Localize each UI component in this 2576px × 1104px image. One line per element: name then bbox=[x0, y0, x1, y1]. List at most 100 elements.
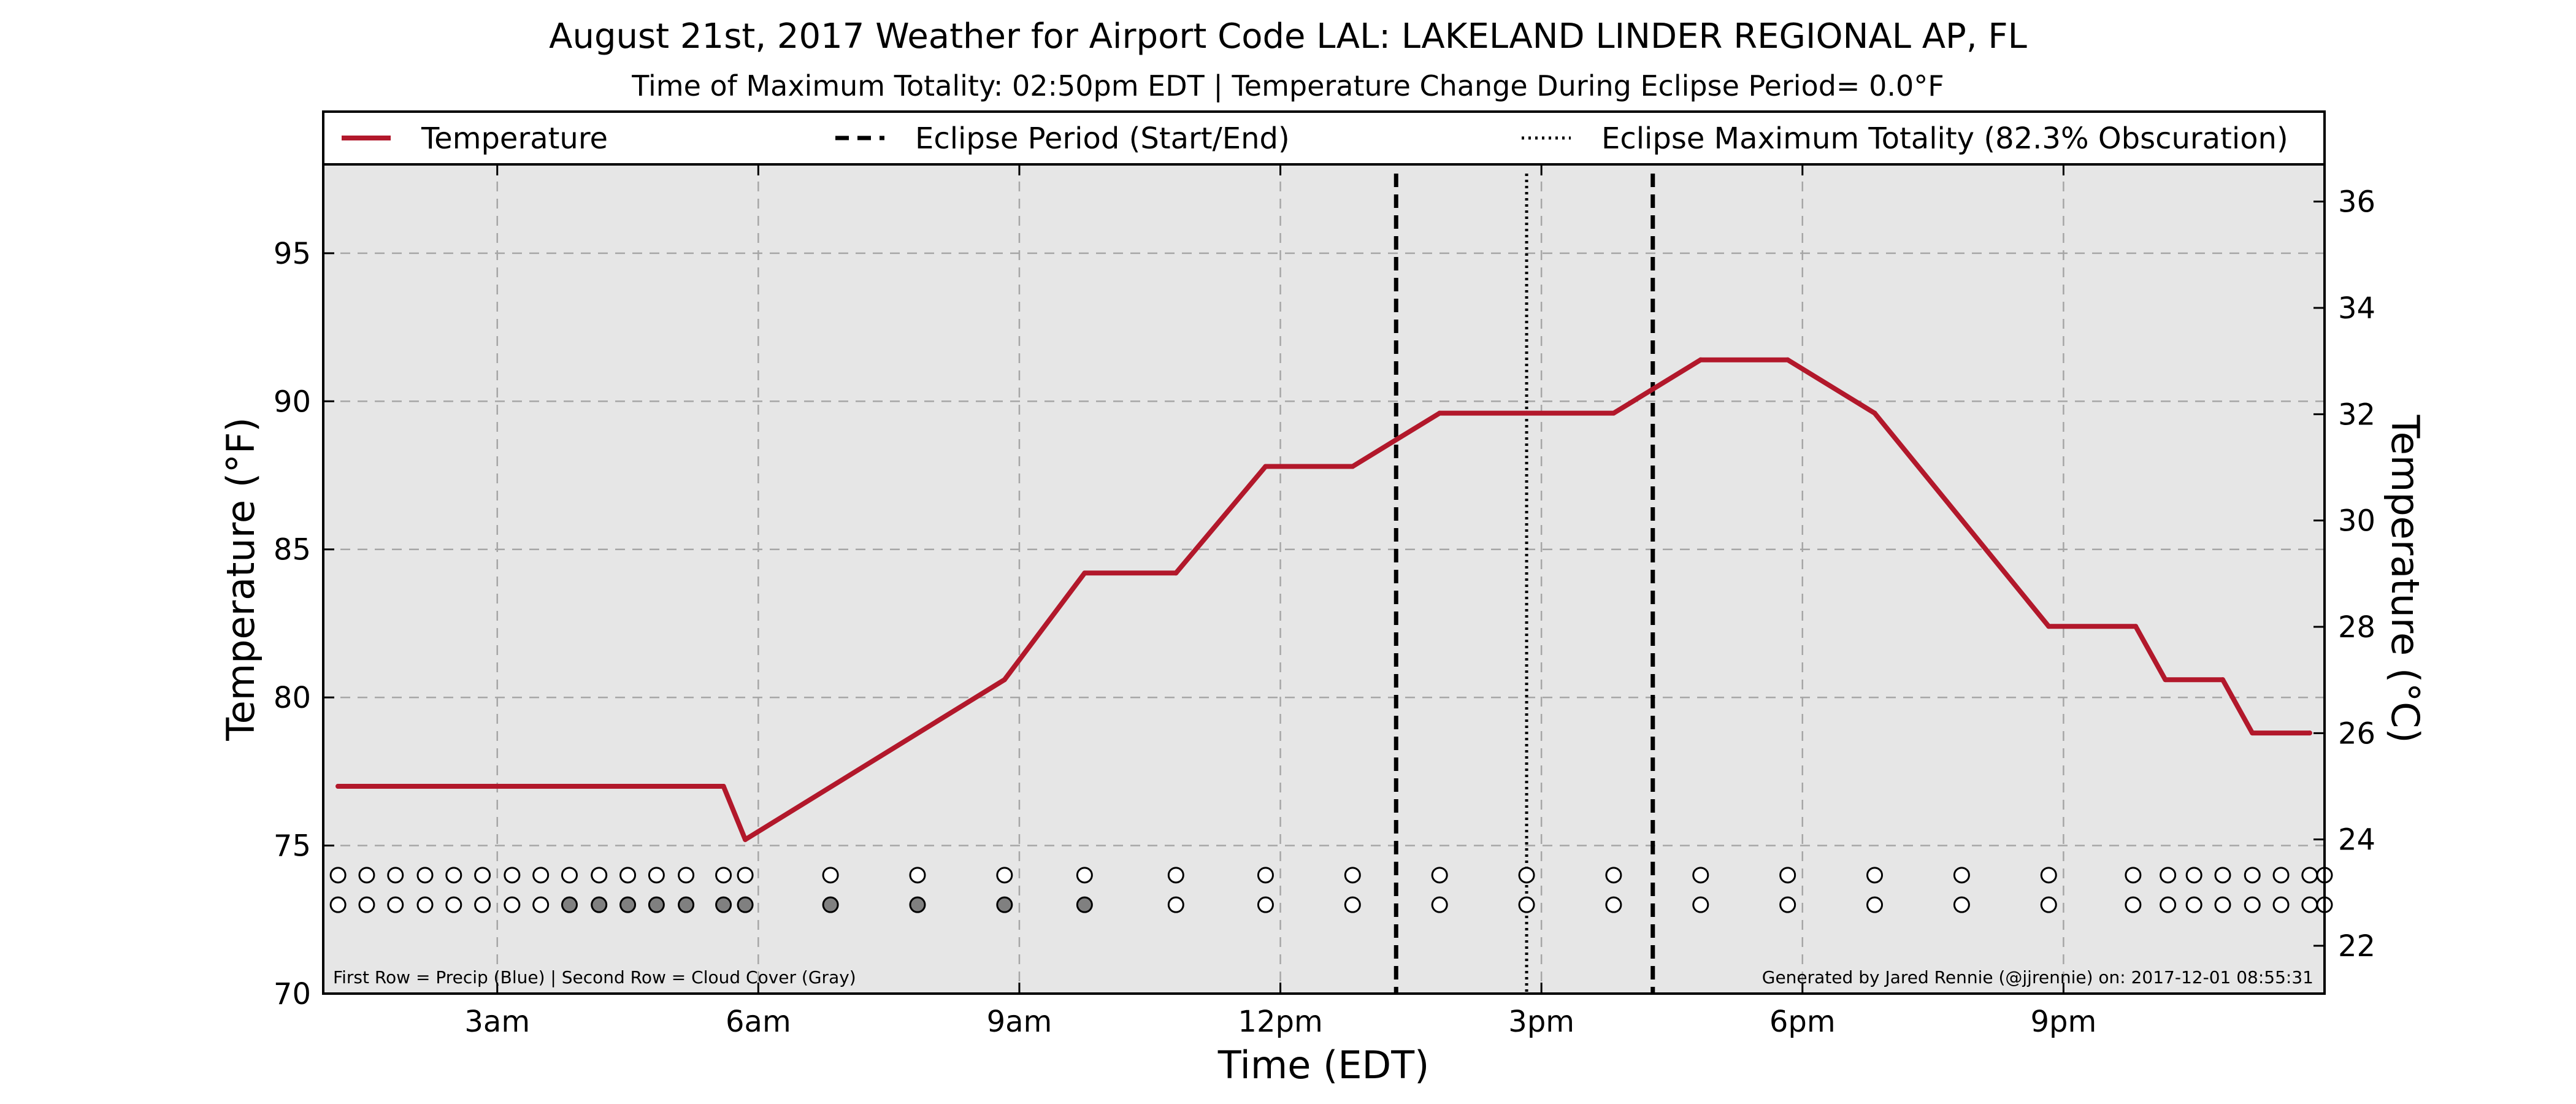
cloud-cover-marker bbox=[1605, 896, 1622, 913]
precip-marker bbox=[1344, 867, 1361, 884]
cloud-cover-marker bbox=[532, 896, 550, 913]
plot-area bbox=[323, 164, 2325, 994]
temperature-point bbox=[2220, 677, 2226, 683]
cloud-cover-marker bbox=[1431, 896, 1448, 913]
precip-marker bbox=[2301, 867, 2318, 884]
precip-marker bbox=[504, 867, 521, 884]
y-right-tick-label: 28 bbox=[2338, 610, 2375, 645]
chart-subtitle: Time of Maximum Totality: 02:50pm EDT | … bbox=[631, 69, 1944, 103]
precip-marker bbox=[737, 867, 754, 884]
cloud-cover-marker bbox=[416, 896, 434, 913]
temperature-point bbox=[1263, 464, 1268, 469]
legend-label: Eclipse Period (Start/End) bbox=[915, 121, 1290, 156]
cloud-cover-marker bbox=[1167, 896, 1184, 913]
temperature-point bbox=[1173, 570, 1179, 576]
cloud-cover-marker bbox=[1257, 896, 1274, 913]
temperature-point bbox=[1002, 677, 1007, 683]
precip-marker bbox=[1605, 867, 1622, 884]
cloud-cover-marker bbox=[737, 896, 754, 913]
cloud-cover-marker bbox=[2301, 896, 2318, 913]
temperature-point bbox=[2046, 624, 2052, 629]
precip-marker bbox=[2040, 867, 2057, 884]
x-tick-label: 6am bbox=[726, 1005, 791, 1039]
cloud-cover-marker bbox=[474, 896, 491, 913]
cloud-cover-marker bbox=[996, 896, 1013, 913]
temperature-point bbox=[2163, 677, 2168, 683]
legend-label: Eclipse Maximum Totality (82.3% Obscurat… bbox=[1601, 121, 2288, 156]
y-right-tick-label: 34 bbox=[2338, 291, 2375, 326]
cloud-cover-marker bbox=[1953, 896, 1970, 913]
cloud-cover-marker bbox=[648, 896, 665, 913]
temperature-point bbox=[335, 784, 341, 789]
precip-marker bbox=[445, 867, 462, 884]
precip-marker bbox=[1866, 867, 1884, 884]
cloud-cover-marker bbox=[561, 896, 578, 913]
precip-marker bbox=[2160, 867, 2177, 884]
precip-marker bbox=[474, 867, 491, 884]
precip-marker bbox=[2214, 867, 2231, 884]
x-tick-label: 6pm bbox=[1769, 1005, 1836, 1039]
x-tick-label: 3am bbox=[464, 1005, 530, 1039]
cloud-cover-marker bbox=[1076, 896, 1093, 913]
precip-marker bbox=[2272, 867, 2290, 884]
cloud-cover-marker bbox=[822, 896, 839, 913]
temperature-point bbox=[1785, 357, 1790, 362]
precip-marker bbox=[532, 867, 550, 884]
x-tick-label: 12pm bbox=[1238, 1005, 1322, 1039]
temperature-series bbox=[335, 357, 2312, 842]
precip-marker bbox=[715, 867, 732, 884]
temperature-point bbox=[2250, 730, 2255, 736]
y-tick-label: 90 bbox=[274, 385, 311, 419]
precip-marker bbox=[387, 867, 404, 884]
cloud-cover-marker bbox=[619, 896, 637, 913]
cloud-cover-marker bbox=[2125, 896, 2142, 913]
precip-marker bbox=[1779, 867, 1796, 884]
precip-marker bbox=[1076, 867, 1093, 884]
x-axis-label: Time (EDT) bbox=[1217, 1043, 1430, 1087]
precip-marker bbox=[822, 867, 839, 884]
precip-marker bbox=[1257, 867, 1274, 884]
y-right-tick-label: 26 bbox=[2338, 716, 2375, 751]
cloud-cover-marker bbox=[2244, 896, 2261, 913]
precip-marker bbox=[1953, 867, 1970, 884]
precip-marker bbox=[2125, 867, 2142, 884]
y-right-tick-label: 24 bbox=[2338, 823, 2375, 857]
cloud-cover-marker bbox=[909, 896, 926, 913]
cloud-cover-marker bbox=[504, 896, 521, 913]
cloud-cover-marker bbox=[329, 896, 347, 913]
temperature-point bbox=[1611, 410, 1616, 416]
y-tick-label: 75 bbox=[274, 829, 311, 864]
cloud-cover-marker bbox=[2185, 896, 2202, 913]
temperature-point bbox=[1524, 410, 1530, 416]
cloud-cover-marker bbox=[2160, 896, 2177, 913]
y-tick-label: 80 bbox=[274, 681, 311, 715]
temperature-point bbox=[1698, 357, 1703, 362]
precip-marker bbox=[561, 867, 578, 884]
precip-marker bbox=[2185, 867, 2202, 884]
observation-markers bbox=[329, 867, 2333, 913]
y-right-tick-label: 22 bbox=[2338, 929, 2375, 964]
cloud-cover-marker bbox=[678, 896, 695, 913]
y-tick-label: 85 bbox=[274, 533, 311, 567]
footnote-right: Generated by Jared Rennie (@jjrennie) on… bbox=[1762, 967, 2313, 987]
cloud-cover-marker bbox=[1866, 896, 1884, 913]
y-tick-label: 95 bbox=[274, 237, 311, 271]
legend: Temperature Eclipse Period (Start/End) Ecl… bbox=[322, 110, 2326, 166]
chart-title: August 21st, 2017 Weather for Airport Co… bbox=[549, 17, 2027, 56]
precip-marker bbox=[1167, 867, 1184, 884]
footnote-left: First Row = Precip (Blue) | Second Row =… bbox=[333, 967, 856, 987]
y-right-tick-label: 30 bbox=[2338, 504, 2375, 539]
precip-marker bbox=[416, 867, 434, 884]
temperature-point bbox=[1959, 517, 1965, 523]
temperature-point bbox=[721, 784, 726, 789]
temperature-point bbox=[743, 837, 748, 842]
cloud-cover-marker bbox=[358, 896, 375, 913]
temperature-point bbox=[1350, 464, 1355, 469]
precip-marker bbox=[591, 867, 608, 884]
eclipse-lines bbox=[1393, 174, 1655, 994]
precip-marker bbox=[329, 867, 347, 884]
temperature-point bbox=[2307, 730, 2312, 736]
cloud-cover-marker bbox=[591, 896, 608, 913]
precip-marker bbox=[1692, 867, 1709, 884]
